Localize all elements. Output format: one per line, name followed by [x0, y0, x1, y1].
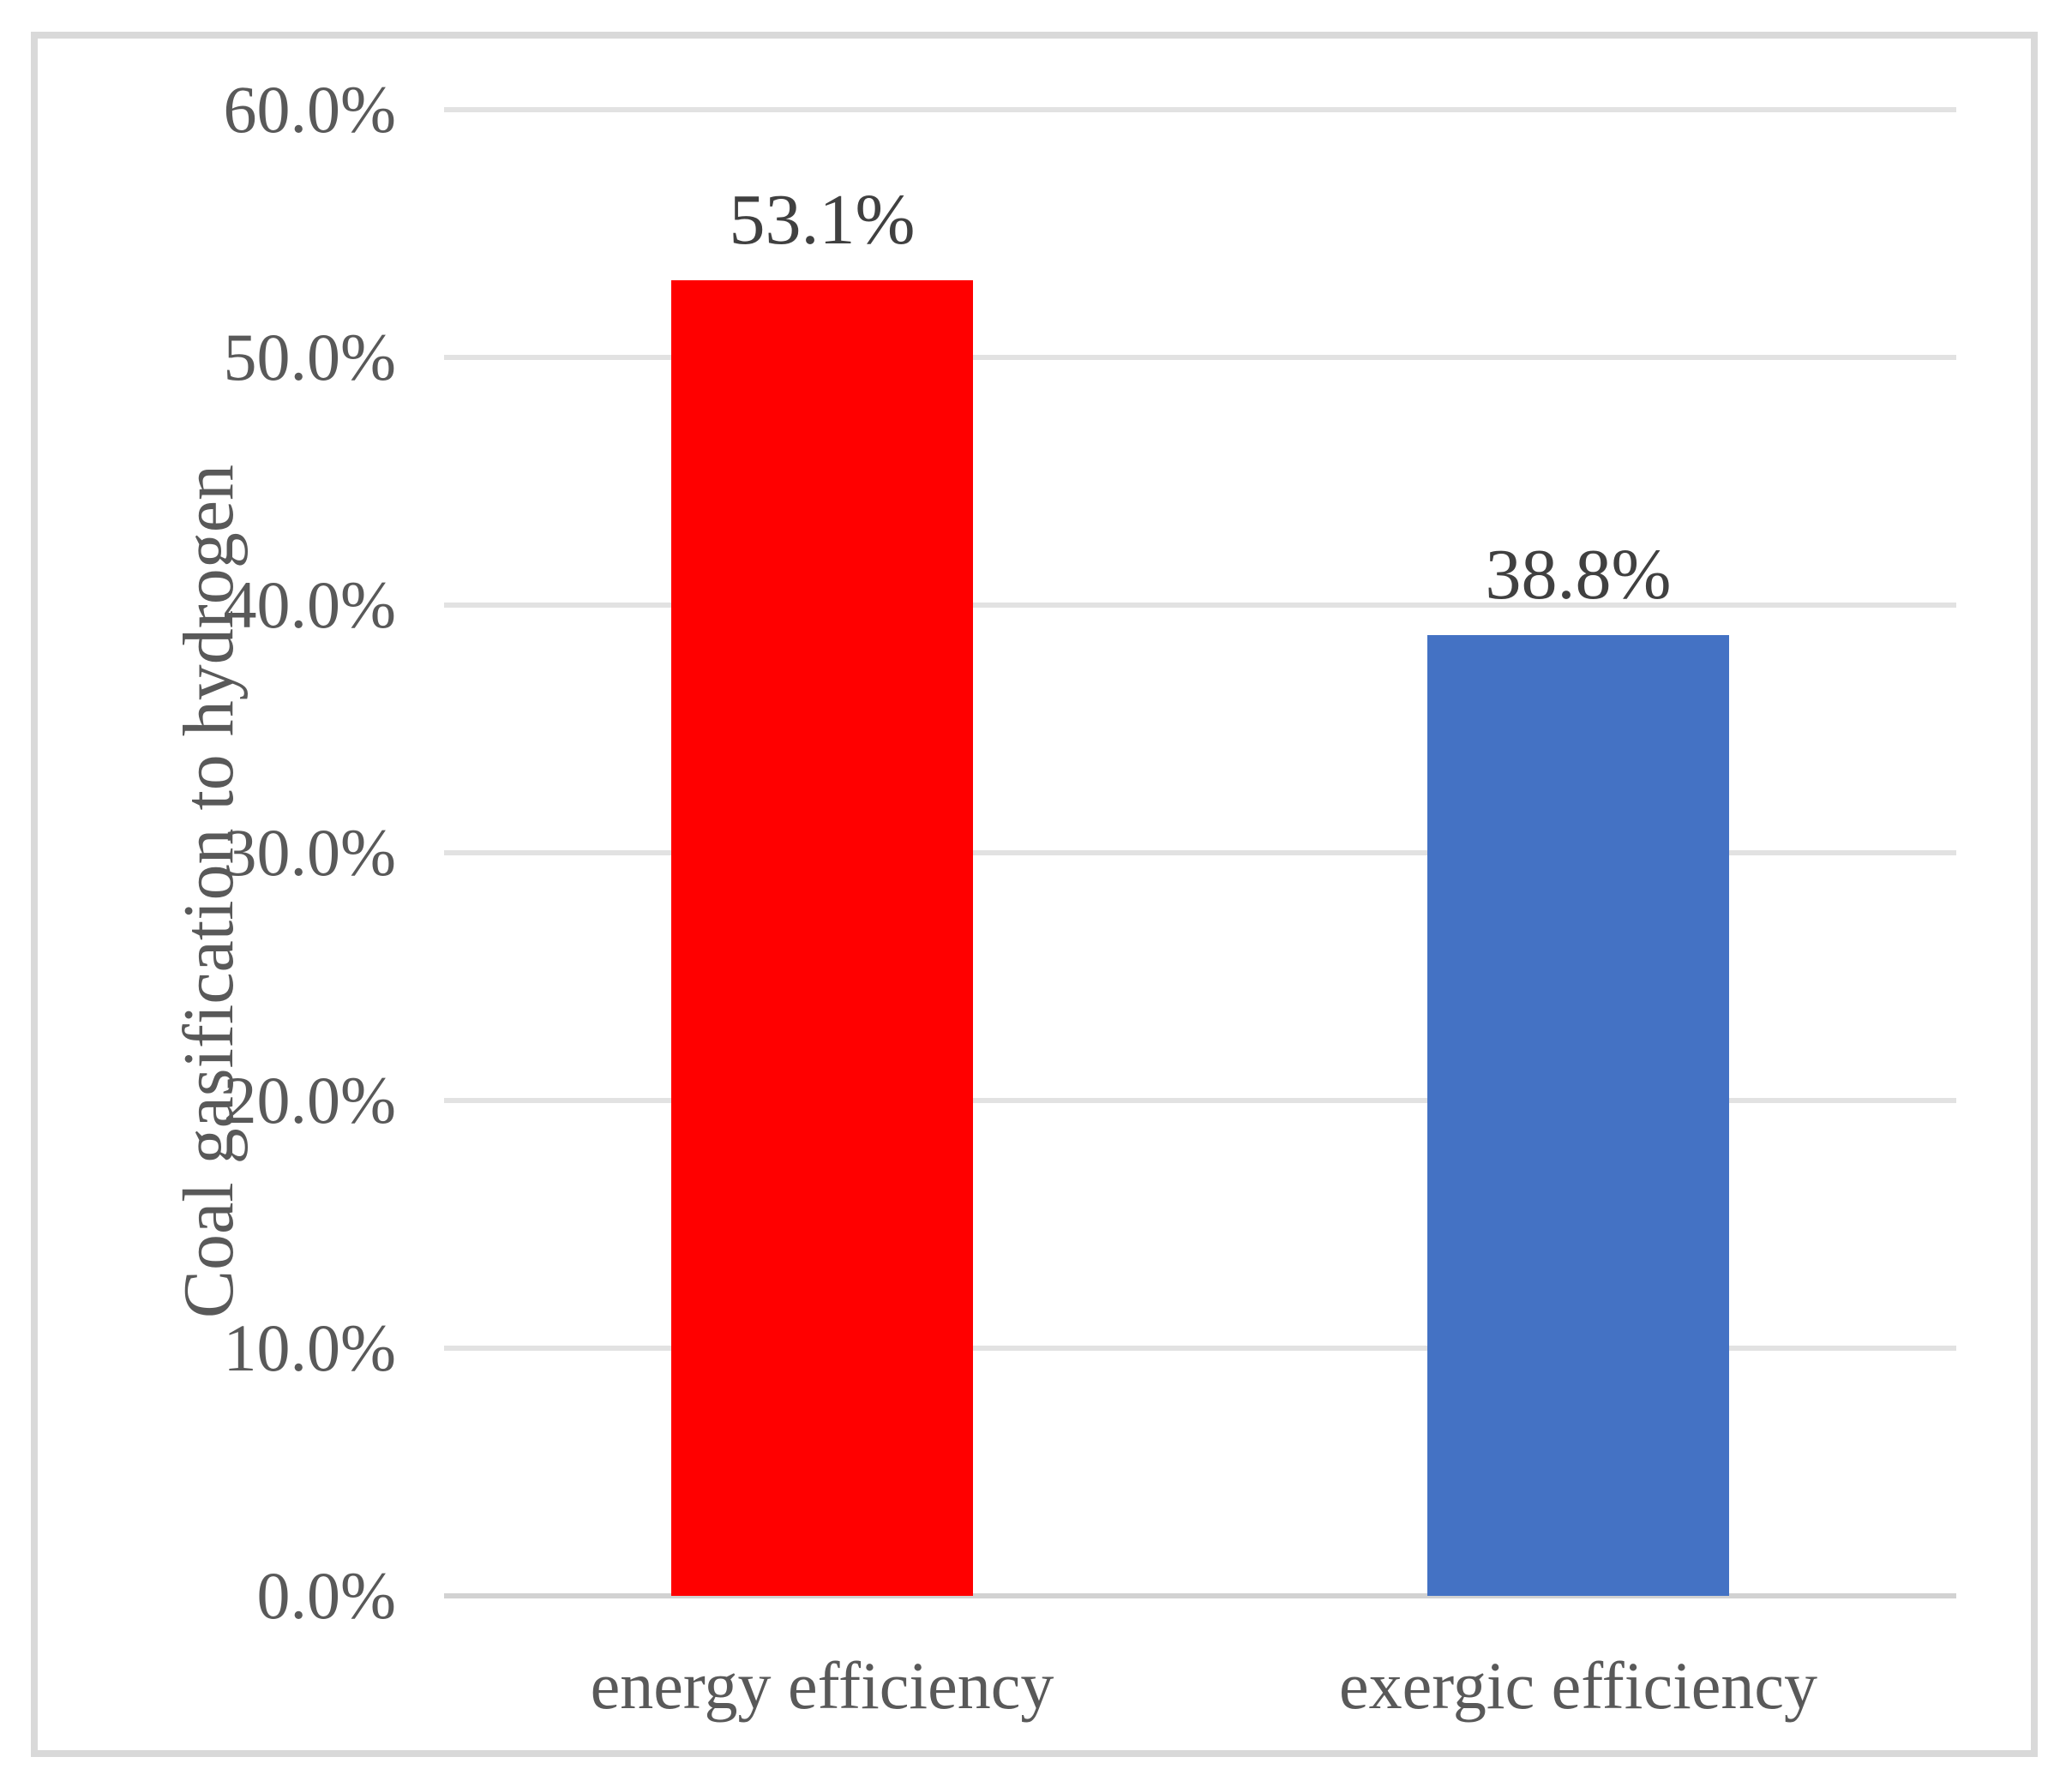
gridline	[444, 355, 1956, 360]
data-label: 53.1%	[729, 180, 916, 261]
y-tick-label: 60.0%	[223, 72, 396, 147]
data-label: 38.8%	[1485, 534, 1672, 615]
y-tick-label: 0.0%	[256, 1558, 396, 1633]
y-tick-label: 30.0%	[223, 815, 396, 890]
gridline	[444, 1346, 1956, 1351]
gridline	[444, 850, 1956, 855]
gridline	[444, 603, 1956, 608]
gridline	[444, 107, 1956, 112]
y-tick-label: 40.0%	[223, 567, 396, 642]
y-tick-label: 10.0%	[223, 1310, 396, 1385]
bar-energy-efficiency	[671, 280, 973, 1596]
y-tick-label: 20.0%	[223, 1063, 396, 1137]
y-tick-label: 50.0%	[223, 320, 396, 394]
x-axis-line	[444, 1593, 1956, 1598]
bar-exergic-efficiency	[1427, 634, 1729, 1596]
gridline	[444, 1098, 1956, 1103]
category-label: energy efficiency	[590, 1648, 1054, 1723]
category-label: exergic efficiency	[1339, 1648, 1817, 1723]
plot-area: 53.1% 38.8%	[444, 107, 1956, 1598]
